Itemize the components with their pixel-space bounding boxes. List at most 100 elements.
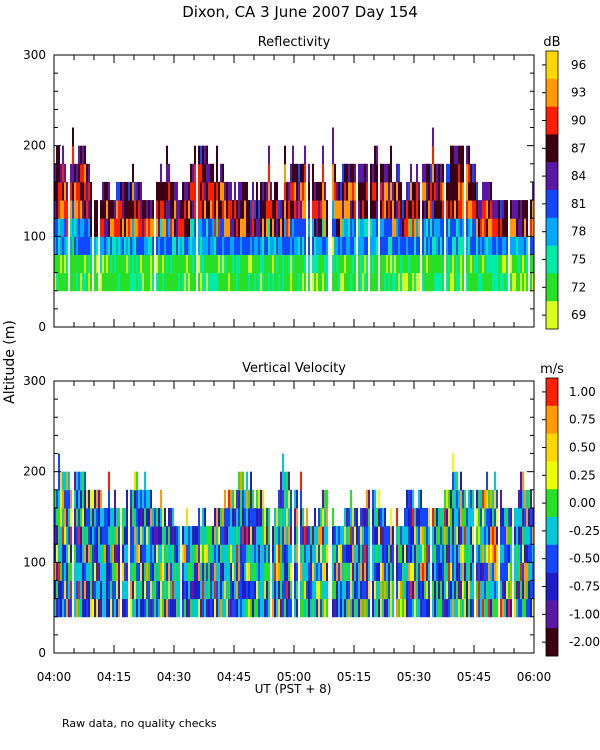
range-gate-cell (524, 562, 526, 581)
range-gate-cell (272, 544, 274, 563)
range-gate-cell (530, 562, 532, 581)
range-gate-cell (298, 254, 300, 274)
range-gate-cell (466, 598, 468, 618)
range-gate-cell (496, 544, 498, 563)
range-gate-cell (104, 526, 106, 545)
range-gate-cell (198, 598, 200, 618)
range-gate-cell (460, 526, 462, 545)
range-gate-cell (302, 562, 304, 581)
range-gate-cell (140, 272, 142, 292)
range-gate-cell (66, 236, 68, 255)
range-gate-cell (490, 598, 492, 618)
range-gate-cell (188, 218, 190, 237)
range-gate-cell (334, 163, 336, 183)
range-gate-cell (262, 598, 264, 618)
range-gate-cell (262, 181, 264, 201)
range-gate-cell (296, 236, 298, 255)
range-gate-cell (226, 507, 228, 527)
range-gate-cell (426, 218, 428, 237)
range-gate-cell (490, 544, 492, 563)
range-gate-cell (454, 471, 456, 491)
range-gate-cell (408, 526, 410, 545)
range-gate-cell (98, 526, 100, 545)
range-gate-cell (132, 580, 134, 600)
range-gate-cell (182, 562, 184, 581)
range-gate-cell (498, 272, 500, 292)
range-gate-cell (482, 272, 484, 292)
range-gate-cell (114, 544, 116, 563)
range-gate-cell (314, 181, 316, 201)
range-gate-cell (88, 254, 90, 274)
range-gate-cell (302, 580, 304, 600)
range-gate-cell (372, 200, 374, 219)
range-gate-cell (112, 236, 114, 255)
range-gate-cell (460, 507, 462, 527)
colorbar-swatch (546, 190, 558, 219)
range-gate-cell (118, 272, 120, 292)
range-gate-cell (392, 254, 394, 274)
range-gate-cell (304, 200, 306, 219)
range-gate-cell (496, 254, 498, 274)
range-gate-cell (352, 236, 354, 255)
range-gate-cell (134, 200, 136, 219)
range-gate-cell (224, 272, 226, 292)
range-gate-cell (250, 562, 252, 581)
x-tick-label: 05:30 (397, 670, 432, 684)
range-gate-cell (200, 598, 202, 618)
range-gate-cell (234, 544, 236, 563)
range-gate-cell (274, 526, 276, 545)
range-gate-cell (232, 562, 234, 581)
range-gate-cell (190, 163, 192, 183)
range-gate-cell (190, 218, 192, 237)
range-gate-cell (244, 562, 246, 581)
range-gate-cell (480, 526, 482, 545)
range-gate-cell (360, 598, 362, 618)
range-gate-cell (422, 507, 424, 527)
range-gate-cell (222, 507, 224, 527)
range-gate-cell (448, 200, 450, 219)
range-gate-cell (300, 471, 302, 491)
range-gate-cell (332, 145, 334, 165)
range-gate-cell (458, 507, 460, 527)
range-gate-cell (428, 507, 430, 527)
range-gate-cell (282, 544, 284, 563)
range-gate-cell (396, 507, 398, 527)
range-gate-cell (360, 236, 362, 255)
range-gate-cell (192, 526, 194, 545)
range-gate-cell (294, 489, 296, 509)
range-gate-cell (316, 272, 318, 292)
range-gate-cell (272, 526, 274, 545)
range-gate-cell (426, 254, 428, 274)
range-gate-cell (396, 526, 398, 545)
range-gate-cell (252, 526, 254, 545)
range-gate-cell (384, 544, 386, 563)
range-gate-cell (466, 218, 468, 237)
range-gate-cell (338, 236, 340, 255)
range-gate-cell (218, 562, 220, 581)
range-gate-cell (150, 544, 152, 563)
range-gate-cell (352, 200, 354, 219)
range-gate-cell (402, 598, 404, 618)
range-gate-cell (456, 489, 458, 509)
range-gate-cell (394, 272, 396, 292)
range-gate-cell (100, 218, 102, 237)
range-gate-cell (450, 163, 452, 183)
range-gate-cell (262, 254, 264, 274)
range-gate-cell (412, 236, 414, 255)
range-gate-cell (168, 580, 170, 600)
range-gate-cell (460, 471, 462, 491)
range-gate-cell (314, 507, 316, 527)
range-gate-cell (222, 254, 224, 274)
range-gate-cell (308, 598, 310, 618)
range-gate-cell (508, 580, 510, 600)
range-gate-cell (306, 507, 308, 527)
range-gate-cell (158, 254, 160, 274)
range-gate-cell (472, 254, 474, 274)
range-gate-cell (488, 200, 490, 219)
range-gate-cell (188, 544, 190, 563)
range-gate-cell (290, 181, 292, 201)
range-gate-cell (58, 598, 60, 618)
range-gate-cell (96, 544, 98, 563)
range-gate-cell (122, 181, 124, 201)
range-gate-cell (484, 598, 486, 618)
